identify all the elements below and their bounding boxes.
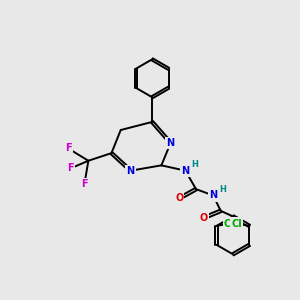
- Text: N: N: [167, 138, 175, 148]
- Text: O: O: [175, 194, 183, 203]
- Text: H: H: [219, 185, 226, 194]
- Text: O: O: [200, 213, 208, 223]
- Text: F: F: [67, 164, 74, 173]
- Text: F: F: [81, 179, 88, 189]
- Text: F: F: [65, 143, 72, 154]
- Text: Cl: Cl: [231, 219, 242, 229]
- Text: H: H: [192, 160, 199, 169]
- Text: N: N: [181, 166, 190, 176]
- Text: N: N: [127, 166, 135, 176]
- Text: Cl: Cl: [224, 219, 235, 229]
- Text: N: N: [209, 190, 217, 200]
